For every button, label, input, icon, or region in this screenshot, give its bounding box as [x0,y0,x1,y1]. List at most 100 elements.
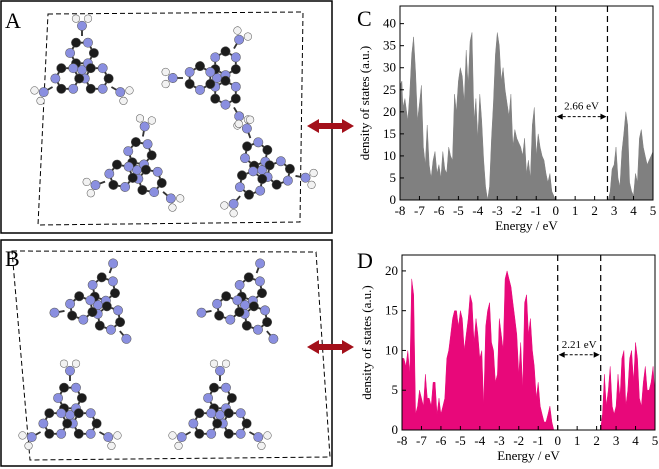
nitrogen-atom [253,324,263,335]
nitrogen-atom [149,187,160,198]
heptazine-unit [30,14,134,105]
nitrogen-atom [108,276,118,287]
y-axis-title: density of states (a.u.) [359,285,374,399]
hydrogen-atom [246,115,255,124]
nitrogen-atom [104,168,115,179]
y-axis-title: density of states (a.u.) [357,46,372,160]
hydrogen-atom [307,180,316,189]
nitrogen-atom [234,280,245,290]
x-tick-label: 1 [574,433,581,448]
carbon-atom [248,301,259,312]
carbon-atom [91,418,102,429]
nitrogen-atom [142,139,153,150]
gap-arrowhead-right [600,113,607,120]
carbon-atom [87,307,98,317]
y-tick-label: 0 [390,192,397,207]
hydrogen-atom [125,86,134,95]
x-tick-label: -1 [531,203,542,218]
hydrogen-atom [220,201,229,210]
nitrogen-atom [65,365,75,376]
dos-area-series [399,32,654,201]
carbon-atom [73,428,84,439]
carbon-atom [212,418,223,429]
nitrogen-atom [195,84,205,95]
carbon-atom [230,93,241,104]
hydrogen-atom [161,79,170,89]
x-tick-label: 0 [554,433,561,448]
hydrogen-atom [71,359,81,368]
carbon-atom [220,75,231,86]
hydrogen-atom [221,359,231,368]
y-tick-label: 10 [383,148,396,163]
nitrogen-atom [253,137,264,148]
nitrogen-atom [188,418,199,429]
nitrogen-atom [176,432,187,443]
nitrogen-atom [78,314,89,325]
carbon-atom [262,317,273,328]
nitrogen-atom [56,428,67,439]
nitrogen-atom [282,175,293,186]
unit-cell-b [11,250,331,461]
hydrogen-atom [174,441,183,450]
carbon-atom [257,174,268,184]
carbon-atom [74,73,85,84]
x-tick-label: 0 [552,203,559,218]
x-tick-label: -3 [492,203,503,218]
hydrogen-atom [119,96,128,105]
x-tick-label: -7 [416,433,427,448]
carbon-atom [194,408,205,419]
carbon-atom [71,37,81,48]
carbon-atom [56,63,67,74]
x-tick-label: -7 [414,203,425,218]
carbon-atom [112,159,122,170]
nitrogen-atom [50,73,61,84]
nitrogen-atom [230,52,241,63]
nitrogen-atom [275,156,286,167]
nitrogen-atom [234,182,245,193]
carbon-atom [73,408,84,419]
x-tick-label: -6 [436,433,447,448]
carbon-atom [101,301,112,312]
y-tick-label: 0 [392,422,399,437]
carbon-atom [115,317,126,328]
carbon-atom [257,288,267,299]
panel-a-label: A [5,8,21,33]
nitrogen-atom [235,408,246,419]
hydrogen-atom [147,116,156,125]
carbon-atom [59,382,69,393]
panel-c-label: C [357,6,372,31]
molecular-structure-a [30,14,318,218]
arrow-a-to-c [307,119,354,133]
nitrogen-atom [97,63,108,74]
hydrogen-atom [36,96,45,105]
carbon-atom [141,164,151,175]
hydrogen-atom [71,14,81,23]
panel-d-label: D [357,248,373,273]
plot-frame [401,254,656,431]
nitrogen-atom [65,298,76,309]
carbon-atom [74,291,85,302]
hydrogen-atom [83,14,93,23]
x-tick-label: -5 [455,433,466,448]
hydrogen-atom [229,209,238,218]
nitrogen-atom [232,295,243,306]
nitrogen-atom [53,393,64,403]
hydrogen-atom [309,168,318,178]
hydrogen-atom [168,431,177,440]
carbon-atom [94,320,105,331]
nitrogen-atom [77,20,87,31]
carbon-atom [96,272,107,283]
nitrogen-atom [152,166,163,177]
nitrogen-atom [212,298,223,309]
y-tick-label: 5 [390,170,397,185]
nitrogen-atom [68,83,79,94]
nitrogen-atom [248,166,259,177]
nitrogen-atom [228,198,239,209]
nitrogen-atom [268,333,279,344]
nitrogen-atom [255,185,266,196]
x-axis-title: Energy / eV [497,448,560,463]
y-tick-label: 10 [385,342,398,357]
nitrogen-atom [123,161,134,172]
